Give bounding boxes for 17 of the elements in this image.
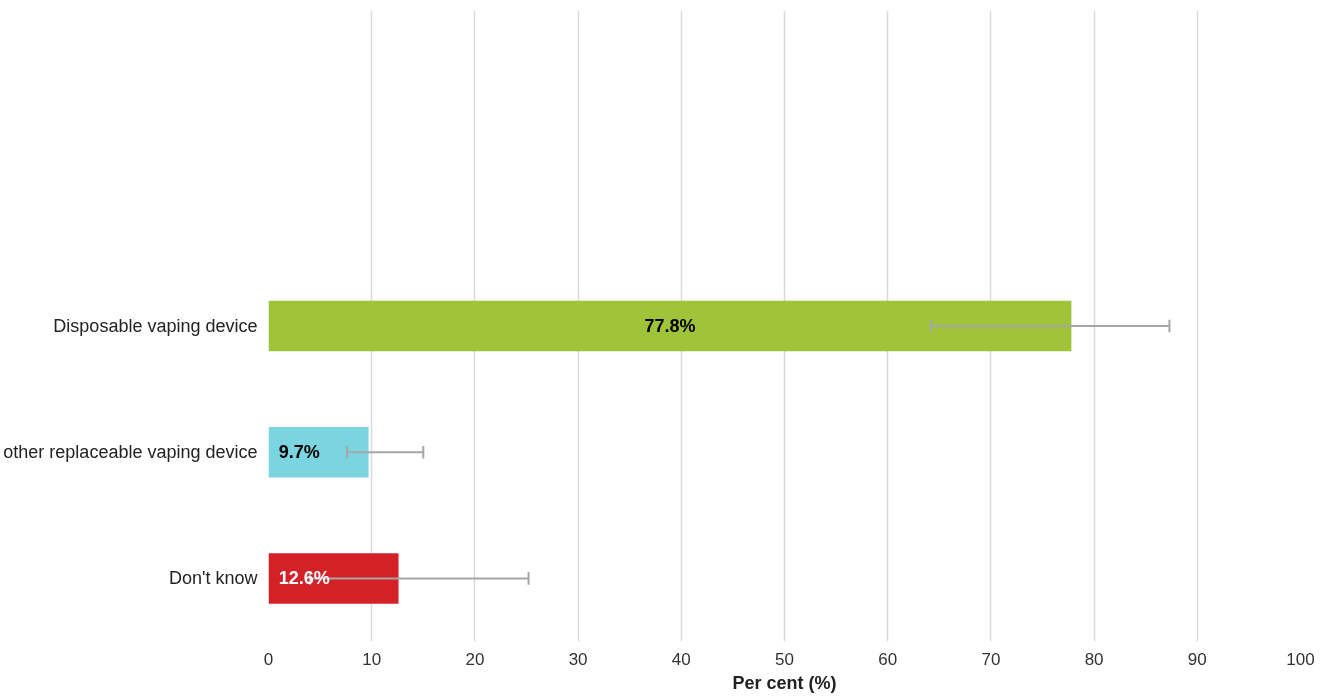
x-tick-label: 100 [1286, 649, 1315, 669]
x-tick-label: 20 [465, 649, 485, 669]
x-tick-label: 60 [878, 649, 898, 669]
y-tick-label: Don't know [169, 568, 259, 589]
x-tick-label: 80 [1084, 649, 1104, 669]
x-tick-label: 0 [263, 649, 274, 669]
data-label: 77.8% [644, 316, 696, 336]
x-tick-label: 90 [1187, 649, 1207, 669]
x-tick-label: 30 [568, 649, 588, 669]
x-tick-label: 70 [981, 649, 1001, 669]
x-tick-label: 40 [671, 649, 691, 669]
y-tick-label: other replaceable vaping device [3, 442, 258, 463]
x-tick-label: 50 [775, 649, 794, 669]
y-tick-label: Disposable vaping device [53, 316, 258, 336]
x-axis-title: Per cent (%) [732, 672, 837, 693]
x-tick-label: 10 [362, 649, 382, 669]
data-label: 9.7% [278, 442, 320, 463]
